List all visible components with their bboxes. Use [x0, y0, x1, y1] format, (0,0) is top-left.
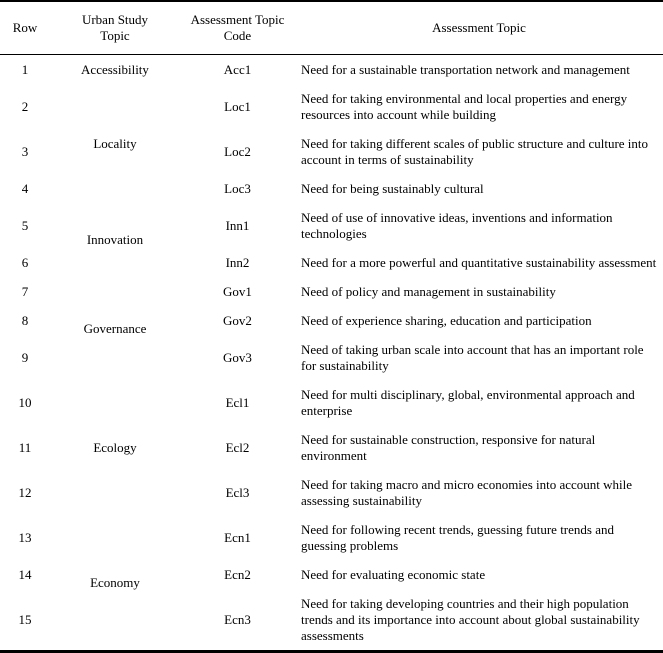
assessment-topic-cell: Need for taking developing countries and… — [301, 595, 640, 643]
table-row: 8 Gov2 Need of experience sharing, educati… — [0, 306, 663, 335]
assessment-code-cell: Acc1 — [223, 61, 252, 77]
row-number-cell: 14 — [18, 566, 32, 582]
assessment-topic-cell: Need for evaluating economic state — [301, 566, 486, 582]
row-number-cell: 11 — [18, 439, 32, 455]
assessment-code-cell: Loc3 — [224, 180, 251, 196]
row-number-cell: 15 — [18, 611, 32, 627]
row-number-cell: 6 — [21, 254, 29, 270]
table-row: 9 Gov3 Need of taking urban scale into acc… — [0, 335, 663, 380]
urban-study-topic-cell: Ecology — [93, 439, 137, 455]
assessment-topic-cell: Need for taking environmental and local … — [301, 90, 628, 122]
row-number-cell: 7 — [21, 283, 29, 299]
header-row: Row — [0, 1, 50, 55]
assessment-code-cell: Gov3 — [223, 349, 252, 365]
table-row: 7 Governance Gov1 Need of policy and manage… — [0, 277, 663, 336]
assessment-code-cell: Gov2 — [223, 312, 252, 328]
assessment-topic-cell: Need for a sustainable transportation ne… — [301, 61, 630, 77]
header-assessment-topic: Assessment Topic — [295, 1, 663, 55]
table-row: 14 Ecn2 Need for evaluating economic state — [0, 560, 663, 589]
table-row: 10 Ecology Ecl1 Need for multi disciplinary… — [0, 380, 663, 455]
table-header: Row Urban Study Topic Assessment Topic C… — [0, 1, 663, 55]
assessment-code-cell: Loc2 — [224, 143, 251, 159]
assessment-code-cell: Inn2 — [225, 254, 250, 270]
urban-study-topic-cell: Accessibility — [81, 61, 149, 77]
row-number-cell: 2 — [21, 98, 29, 114]
table-row: 5 Innovation Inn1 Need of use of innovative… — [0, 203, 663, 248]
table-row: 11 Ecl2 Need for sustainable construction,… — [0, 425, 663, 470]
assessment-topic-cell: Need for taking different scales of publ… — [301, 135, 649, 167]
assessment-topic-cell: Need of experience sharing, education an… — [301, 312, 592, 328]
assessment-topic-cell: Need of taking urban scale into account … — [301, 341, 644, 373]
assessment-code-cell: Ecn3 — [224, 611, 251, 627]
row-number-cell: 8 — [21, 312, 29, 328]
table-row: 12 Ecl3 Need for taking macro and micro ec… — [0, 470, 663, 515]
row-number-cell: 9 — [21, 349, 29, 365]
assessment-code-cell: Ecl3 — [225, 484, 250, 500]
row-number-cell: 5 — [21, 217, 29, 233]
row-number-cell: 10 — [18, 394, 32, 410]
row-number-cell: 13 — [18, 529, 32, 545]
assessment-topic-cell: Need for following recent trends, guessi… — [301, 521, 614, 553]
table-row: 6 Inn2 Need for a more powerful and quanti… — [0, 248, 663, 277]
assessment-code-cell: Loc1 — [224, 98, 251, 114]
assessment-code-cell: Inn1 — [225, 217, 250, 233]
assessment-topic-cell: Need for multi disciplinary, global, env… — [301, 386, 635, 418]
row-number-cell: 4 — [21, 180, 29, 196]
urban-study-topic-cell: Innovation — [86, 232, 144, 247]
assessment-topic-cell: Need for taking macro and micro economie… — [301, 476, 633, 508]
assessment-topic-cell: Need for being sustainably cultural — [301, 180, 484, 196]
assessment-code-cell: Ecn2 — [224, 566, 251, 582]
assessment-topic-cell: Need of use of innovative ideas, inventi… — [301, 209, 613, 241]
row-number-cell: 3 — [21, 143, 29, 159]
assessment-topic-cell: Need of policy and management in sustain… — [301, 283, 556, 299]
header-row-line: Row Urban Study Topic Assessment Topic C… — [0, 1, 663, 55]
table-row: 13 Economy Ecn1 Need for following recent t… — [0, 515, 663, 590]
assessment-code-cell: Gov1 — [223, 283, 252, 299]
assessment-code-cell: Ecn1 — [224, 529, 251, 545]
assessment-code-cell: Ecl1 — [225, 394, 250, 410]
urban-study-topic-cell: Governance — [83, 320, 147, 336]
table-body: 1 Accessibility Acc1 Need for a sustainable… — [0, 55, 663, 652]
urban-study-topic-cell: Locality — [93, 135, 137, 151]
assessment-topic-cell: Need for a more powerful and quantitativ… — [301, 254, 657, 270]
urban-study-topic-cell: Economy — [90, 574, 140, 590]
table-row: 3 Loc2 Need for taking different scales of… — [0, 129, 663, 174]
header-assessment-topic-code: Assessment Topic Code — [180, 1, 295, 55]
table-row: 4 Loc3 Need for being sustainably cultural — [0, 174, 663, 203]
row-number-cell: 12 — [18, 484, 32, 500]
table-row: 2 Locality Loc1 Need for taking environment… — [0, 84, 663, 151]
assessment-topic-cell: Need for sustainable construction, respo… — [301, 431, 596, 463]
assessment-code-cell: Ecl2 — [225, 439, 250, 455]
row-number-cell: 1 — [21, 61, 29, 77]
header-urban-study-topic: Urban Study Topic — [50, 1, 180, 55]
table-row: 1 Accessibility Acc1 Need for a sustainable… — [0, 55, 663, 85]
